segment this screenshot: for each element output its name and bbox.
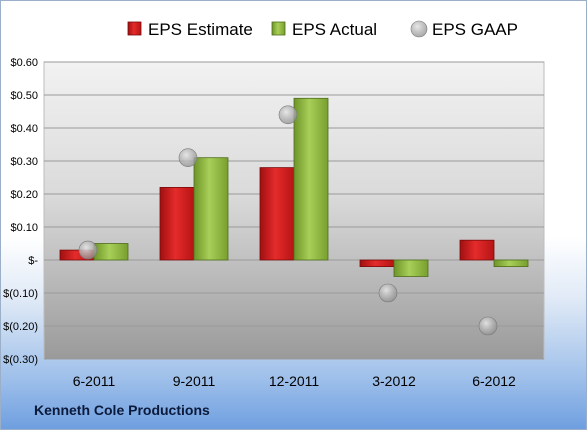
y-tick-label: $0.30 bbox=[10, 156, 38, 168]
x-tick-label: 12-2011 bbox=[269, 373, 320, 389]
bar-eps-estimate bbox=[259, 167, 295, 261]
gaap-points bbox=[78, 105, 498, 336]
bar-eps-actual bbox=[93, 243, 129, 261]
legend-marker-eps-actual bbox=[271, 21, 286, 36]
x-tick-label: 9-2011 bbox=[173, 373, 216, 389]
y-tick-label: $(0.30) bbox=[3, 354, 38, 366]
bar-eps-estimate bbox=[359, 259, 395, 267]
bar-eps-actual bbox=[193, 157, 229, 261]
legend: EPS Estimate EPS Actual EPS GAAP bbox=[127, 20, 518, 39]
legend-label: EPS GAAP bbox=[432, 20, 518, 39]
y-tick-label: $0.40 bbox=[10, 123, 38, 135]
y-tick-label: $(0.10) bbox=[3, 288, 38, 300]
x-tick-label: 3-2012 bbox=[372, 373, 416, 389]
legend-label: EPS Estimate bbox=[148, 20, 253, 39]
legend-marker-eps-gaap bbox=[410, 20, 428, 38]
point-eps-gaap bbox=[178, 148, 198, 167]
bar-eps-estimate bbox=[159, 186, 195, 261]
point-eps-gaap bbox=[278, 105, 298, 125]
point-eps-gaap bbox=[78, 240, 98, 260]
bar-eps-actual bbox=[493, 259, 529, 267]
legend-label: EPS Actual bbox=[292, 20, 377, 39]
y-tick-label: $(0.20) bbox=[3, 321, 38, 333]
y-tick-label: $0.20 bbox=[10, 189, 38, 201]
x-axis: 6-2011 9-2011 12-2011 3-2012 6-2012 bbox=[73, 373, 516, 389]
y-tick-label: $0.10 bbox=[10, 222, 38, 234]
bar-eps-actual bbox=[393, 259, 429, 277]
y-tick-label: $- bbox=[28, 255, 38, 267]
bar-eps-estimate bbox=[459, 239, 495, 261]
x-tick-label: 6-2012 bbox=[472, 373, 516, 389]
bar-eps-actual bbox=[293, 97, 329, 261]
y-axis: $0.60 $0.50 $0.40 $0.30 $0.20 $0.10 $- $(0.10) $… bbox=[3, 57, 38, 366]
y-tick-label: $0.50 bbox=[10, 90, 38, 102]
bar-series bbox=[59, 97, 529, 277]
legend-marker-eps-estimate bbox=[127, 21, 142, 36]
point-eps-gaap bbox=[378, 283, 398, 303]
x-tick-label: 6-2011 bbox=[73, 373, 116, 389]
point-eps-gaap bbox=[478, 316, 498, 336]
y-tick-label: $0.60 bbox=[10, 57, 38, 69]
company-name: Kenneth Cole Productions bbox=[34, 402, 210, 418]
